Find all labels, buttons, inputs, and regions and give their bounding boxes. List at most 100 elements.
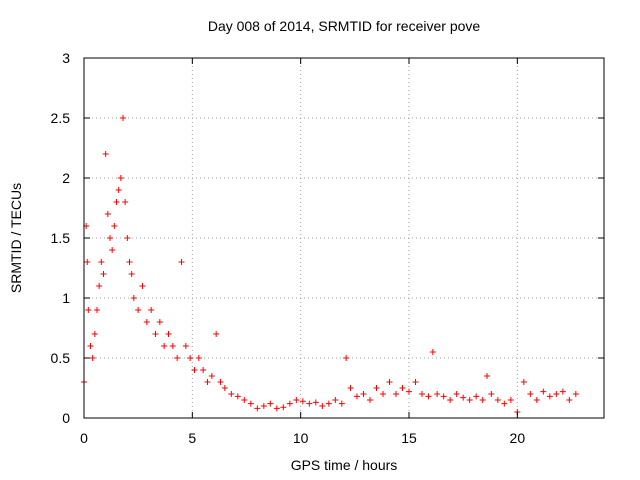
data-point — [440, 393, 447, 400]
data-point — [178, 259, 185, 265]
data-point — [98, 259, 105, 265]
data-point — [520, 379, 527, 385]
data-point — [139, 283, 146, 289]
data-point — [319, 403, 326, 409]
data-point — [254, 405, 261, 412]
data-point — [191, 367, 198, 373]
data-point — [195, 355, 202, 361]
data-point — [501, 400, 508, 407]
data-point — [488, 391, 495, 397]
data-point — [143, 319, 150, 325]
data-point — [241, 397, 248, 403]
x-tick-label: 5 — [188, 430, 196, 446]
data-point — [399, 385, 406, 391]
data-point — [200, 367, 207, 373]
data-point — [406, 388, 412, 395]
data-point — [182, 343, 189, 349]
data-point — [260, 403, 267, 409]
data-point — [126, 259, 133, 265]
data-point — [572, 391, 579, 397]
data-point — [507, 397, 514, 403]
y-tick-label: 0 — [62, 410, 70, 426]
data-point — [91, 331, 98, 337]
x-tick-label: 0 — [80, 430, 88, 446]
data-point — [566, 397, 573, 403]
data-point — [187, 355, 194, 361]
data-point — [102, 151, 109, 157]
data-point — [425, 393, 432, 400]
data-point — [234, 393, 241, 400]
data-point — [94, 307, 100, 313]
data-point — [473, 393, 480, 400]
data-point — [152, 331, 159, 337]
y-tick-label: 0.5 — [51, 350, 71, 366]
data-point — [87, 343, 94, 349]
data-point — [109, 247, 116, 253]
data-point — [247, 400, 254, 407]
y-tick-label: 1.5 — [51, 230, 71, 246]
data-point — [208, 373, 215, 379]
data-point — [117, 175, 124, 181]
data-point — [273, 405, 280, 412]
data-point — [546, 393, 553, 400]
data-point — [100, 271, 107, 277]
data-point — [540, 388, 547, 395]
data-point — [111, 223, 118, 229]
data-point — [306, 400, 313, 407]
data-point — [165, 331, 172, 337]
data-point — [312, 399, 319, 406]
data-point — [89, 355, 96, 361]
data-point — [135, 307, 142, 313]
data-point — [267, 400, 274, 407]
data-point — [419, 391, 425, 397]
data-point — [293, 397, 300, 403]
data-point — [124, 235, 131, 241]
data-point — [393, 391, 399, 397]
data-point — [122, 199, 129, 205]
data-point — [332, 397, 339, 403]
data-point — [204, 379, 211, 385]
data-point — [559, 388, 566, 395]
data-point — [120, 115, 126, 121]
data-point — [107, 235, 113, 241]
data-point — [128, 271, 135, 277]
data-point — [484, 373, 490, 379]
data-point — [213, 331, 220, 337]
data-point — [347, 385, 354, 391]
data-point — [221, 385, 228, 391]
data-point — [217, 379, 224, 385]
data-point — [156, 319, 163, 325]
y-tick-label: 1 — [62, 290, 70, 306]
data-point — [412, 379, 419, 385]
data-point — [115, 187, 122, 193]
data-point — [453, 391, 460, 397]
data-point — [466, 397, 473, 403]
y-tick-label: 3 — [62, 50, 70, 66]
x-tick-label: 15 — [401, 430, 417, 446]
data-point — [325, 400, 332, 407]
x-axis-label: GPS time / hours — [290, 457, 398, 473]
data-point — [161, 343, 168, 349]
data-point — [527, 391, 534, 397]
data-point — [228, 391, 235, 397]
data-point — [286, 400, 293, 407]
data-point — [494, 397, 501, 403]
data-point — [429, 349, 436, 355]
data-point — [96, 283, 103, 289]
data-point — [113, 199, 120, 205]
data-point — [169, 343, 176, 349]
data-point — [338, 400, 345, 407]
data-point — [360, 391, 367, 397]
data-point — [148, 307, 155, 313]
data-point — [343, 355, 350, 361]
data-point — [373, 385, 380, 391]
y-tick-label: 2.5 — [51, 110, 71, 126]
data-point — [299, 398, 306, 405]
data-point — [533, 397, 540, 403]
data-point — [386, 379, 393, 385]
data-point — [104, 211, 111, 217]
x-tick-label: 20 — [510, 430, 526, 446]
data-point — [354, 393, 360, 400]
data-point — [447, 397, 454, 403]
